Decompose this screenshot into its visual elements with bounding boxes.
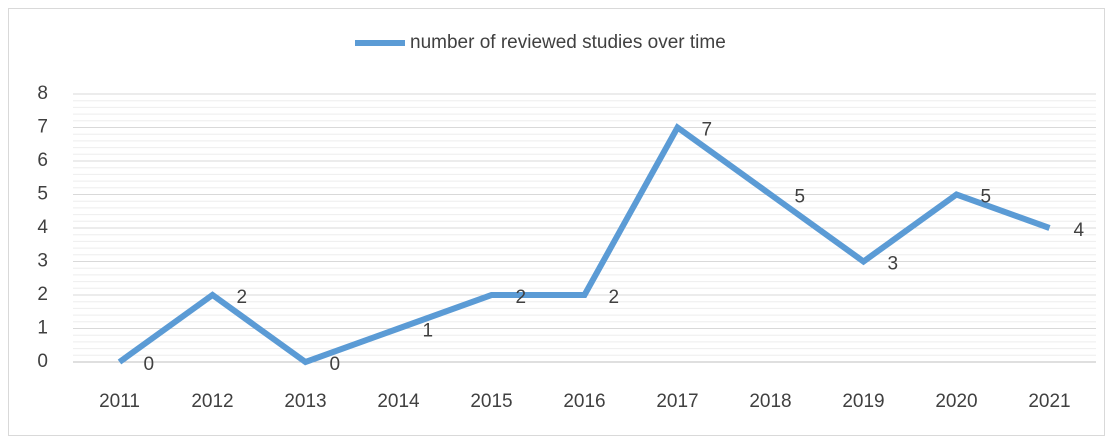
data-label: 5 [981,187,992,208]
data-label: 0 [330,354,341,375]
x-tick-label: 2020 [935,391,977,412]
x-tick-label: 2016 [563,391,605,412]
data-label: 7 [702,120,713,141]
x-tick-label: 2014 [377,391,420,412]
data-label: 2 [237,287,248,308]
y-tick-label: 2 [37,284,48,305]
legend-label: number of reviewed studies over time [410,32,726,53]
data-label: 5 [795,187,806,208]
x-tick-label: 2012 [191,391,233,412]
data-label: 2 [516,287,527,308]
y-tick-label: 6 [37,150,48,171]
x-tick-label: 2015 [470,391,512,412]
chart-border [8,8,1105,436]
data-label: 1 [423,321,434,342]
x-tick-label: 2018 [749,391,791,412]
y-tick-label: 4 [37,217,48,238]
x-tick-label: 2011 [99,391,140,412]
y-tick-label: 7 [37,117,48,138]
x-tick-label: 2013 [284,391,326,412]
data-label: 2 [609,287,620,308]
x-tick-label: 2021 [1028,391,1070,412]
data-label: 3 [888,254,899,275]
y-tick-label: 8 [37,83,48,104]
y-tick-label: 0 [37,351,48,372]
data-line [117,123,1051,366]
y-tick-label: 3 [37,251,48,272]
data-label: 0 [144,354,155,375]
data-label: 4 [1074,220,1085,241]
y-tick-label: 1 [37,318,48,339]
x-tick-label: 2019 [842,391,884,412]
x-tick-label: 2017 [656,391,698,412]
y-tick-label: 5 [37,184,48,205]
